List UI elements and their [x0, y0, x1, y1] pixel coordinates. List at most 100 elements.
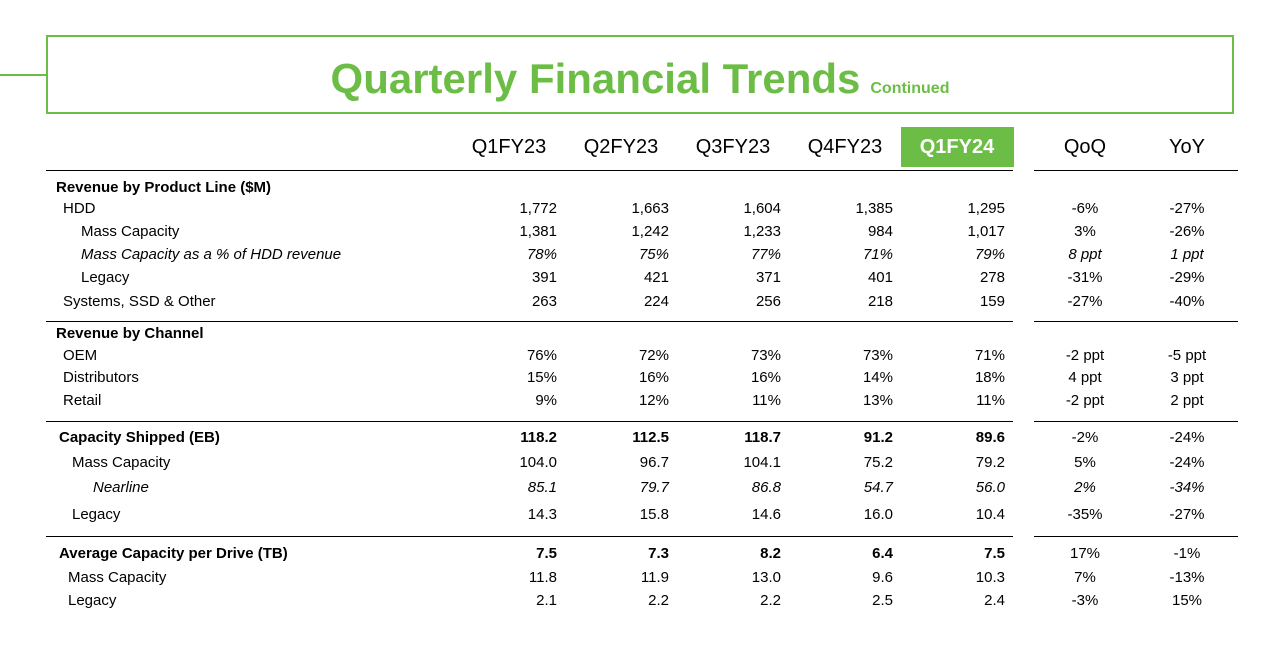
cell-q1fy23: 104.0: [519, 454, 557, 471]
table-row-mass-capacity: Mass Capacity 104.0 96.7 104.1 75.2 79.2 5% -24…: [0, 453, 1269, 473]
cell-q3fy23: 11%: [752, 392, 781, 409]
cell-q2fy23: 96.7: [639, 454, 669, 471]
section-divider-change: [1034, 536, 1238, 537]
cell-q1fy23: 1,381: [519, 223, 557, 240]
cell-q1fy24: 56.0: [975, 479, 1005, 496]
cell-q1fy23: 85.1: [527, 479, 557, 496]
table-row-mass-capacity: Mass Capacity 11.8 11.9 13.0 9.6 10.3 7% -13%: [0, 568, 1269, 588]
row-label: Mass Capacity: [68, 569, 167, 586]
cell-yoy: -29%: [1169, 269, 1205, 286]
row-label: Legacy: [81, 269, 130, 286]
cell-q2fy23: 7.3: [648, 545, 669, 562]
column-header-q1fy24: Q1FY24: [919, 136, 995, 158]
cell-q4fy23: 91.2: [863, 429, 893, 446]
cell-q1fy23: 76%: [526, 347, 557, 364]
cell-q1fy24: 11%: [976, 392, 1005, 409]
section-divider: [46, 421, 1013, 422]
cell-q1fy23: 263: [531, 293, 557, 310]
cell-q3fy23: 8.2: [760, 545, 781, 562]
cell-q2fy23: 1,242: [631, 223, 669, 240]
cell-q2fy23: 72%: [638, 347, 669, 364]
row-label: Distributors: [63, 369, 139, 386]
cell-q2fy23: 1,663: [631, 200, 669, 217]
cell-qoq: -35%: [1067, 506, 1103, 523]
table-row-capacity-shipped-eb: Capacity Shipped (EB) 118.2 112.5 118.7 91.2…: [0, 428, 1269, 448]
column-header-q2fy23: Q2FY23: [583, 136, 659, 158]
cell-yoy: -26%: [1169, 223, 1205, 240]
cell-q3fy23: 1,233: [743, 223, 781, 240]
table-row-hdd: HDD 1,772 1,663 1,604 1,385 1,295 -6% -27%: [0, 199, 1269, 219]
header-divider: [46, 170, 1013, 171]
table-row-legacy: Legacy 2.1 2.2 2.2 2.5 2.4 -3% 15%: [0, 591, 1269, 611]
cell-yoy: -5 ppt: [1167, 347, 1207, 364]
current-quarter-highlight: [901, 127, 1014, 167]
table-row-mass-capacity-as-a-of-hdd-revenue: Mass Capacity as a % of HDD revenue 78% 75…: [0, 245, 1269, 265]
cell-q4fy23: 13%: [862, 392, 893, 409]
row-label: Systems, SSD & Other: [63, 293, 216, 310]
cell-yoy: 1 ppt: [1170, 246, 1204, 263]
cell-q1fy24: 10.4: [975, 506, 1005, 523]
row-label: HDD: [63, 200, 96, 217]
cell-qoq: -3%: [1071, 592, 1099, 609]
cell-qoq: 17%: [1069, 545, 1101, 562]
cell-yoy: -27%: [1169, 200, 1205, 217]
row-label: Revenue by Channel: [56, 325, 204, 342]
cell-q4fy23: 6.4: [872, 545, 893, 562]
cell-q1fy23: 78%: [526, 246, 557, 263]
cell-qoq: 5%: [1074, 454, 1096, 471]
cell-q1fy24: 7.5: [984, 545, 1005, 562]
row-label: OEM: [63, 347, 98, 364]
section-divider: [46, 536, 1013, 537]
table-row-revenue-by-product-line-m: Revenue by Product Line ($M): [0, 178, 1269, 198]
cell-yoy: -13%: [1169, 569, 1205, 586]
cell-yoy: 2 ppt: [1170, 392, 1204, 409]
cell-q3fy23: 371: [755, 269, 781, 286]
cell-q1fy23: 11.8: [528, 569, 557, 586]
cell-q1fy23: 14.3: [527, 506, 557, 523]
column-header-qoq: QoQ: [1063, 136, 1107, 158]
cell-qoq: -27%: [1067, 293, 1103, 310]
cell-q4fy23: 73%: [862, 347, 893, 364]
cell-qoq: 2%: [1074, 479, 1096, 496]
cell-q2fy23: 224: [643, 293, 669, 310]
row-label: Legacy: [72, 506, 121, 523]
title-subtitle: Continued: [870, 80, 950, 97]
cell-q3fy23: 16%: [750, 369, 781, 386]
cell-q4fy23: 75.2: [863, 454, 893, 471]
page-title: Quarterly Financial Trends Continued: [48, 55, 1232, 103]
cell-q4fy23: 54.7: [863, 479, 893, 496]
cell-qoq: 3%: [1074, 223, 1096, 240]
header-divider-change: [1034, 170, 1238, 171]
cell-q4fy23: 2.5: [872, 592, 893, 609]
cell-qoq: -6%: [1071, 200, 1099, 217]
table-row-legacy: Legacy 14.3 15.8 14.6 16.0 10.4 -35% -27%: [0, 505, 1269, 525]
cell-q3fy23: 14.6: [751, 506, 781, 523]
row-label: Retail: [63, 392, 102, 409]
cell-q1fy24: 10.3: [975, 569, 1005, 586]
cell-q4fy23: 71%: [862, 246, 893, 263]
cell-q4fy23: 9.6: [872, 569, 893, 586]
cell-q2fy23: 79.7: [639, 479, 669, 496]
cell-q4fy23: 16.0: [863, 506, 893, 523]
cell-q2fy23: 2.2: [648, 592, 669, 609]
table-row-retail: Retail 9% 12% 11% 13% 11% -2 ppt 2 ppt: [0, 391, 1269, 411]
table-row-nearline: Nearline 85.1 79.7 86.8 54.7 56.0 2% -34%: [0, 478, 1269, 498]
cell-q2fy23: 112.5: [632, 429, 669, 446]
cell-q3fy23: 86.8: [751, 479, 781, 496]
cell-q2fy23: 421: [643, 269, 669, 286]
table-row-mass-capacity: Mass Capacity 1,381 1,242 1,233 984 1,017 3% -2…: [0, 222, 1269, 242]
cell-q4fy23: 1,385: [855, 200, 893, 217]
table-row-oem: OEM 76% 72% 73% 73% 71% -2 ppt -5 ppt: [0, 346, 1269, 366]
cell-yoy: -24%: [1169, 454, 1205, 471]
cell-q1fy23: 15%: [526, 369, 557, 386]
cell-q1fy23: 7.5: [536, 545, 557, 562]
cell-yoy: -1%: [1173, 545, 1201, 562]
section-divider: [46, 321, 1013, 322]
cell-q1fy24: 278: [979, 269, 1005, 286]
cell-qoq: 4 ppt: [1068, 369, 1102, 386]
cell-q1fy23: 9%: [535, 392, 557, 409]
title-accent-line: [0, 74, 46, 76]
title-box: Quarterly Financial Trends Continued: [46, 35, 1234, 114]
cell-q4fy23: 14%: [862, 369, 893, 386]
cell-q1fy24: 1,017: [967, 223, 1005, 240]
